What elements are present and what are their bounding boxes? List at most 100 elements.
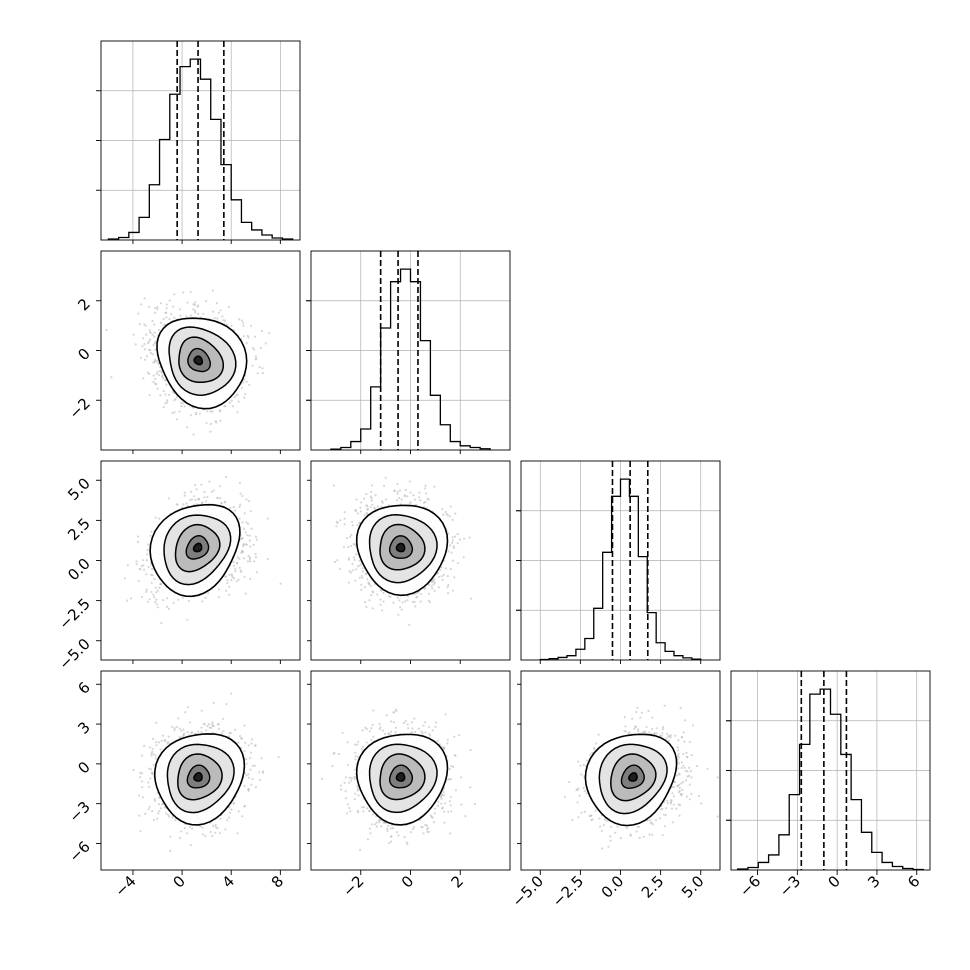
sample-point: [225, 589, 228, 592]
sample-point: [165, 307, 168, 310]
scatter-panel-p0-p3: [100, 670, 301, 871]
sample-point: [355, 498, 358, 501]
sample-point: [150, 581, 153, 584]
sample-point: [145, 355, 149, 358]
sample-point: [248, 558, 251, 561]
sample-point: [186, 301, 189, 304]
sample-point: [211, 410, 214, 413]
sample-point: [190, 490, 193, 493]
sample-point: [173, 399, 176, 402]
sample-point: [468, 536, 471, 539]
sample-point: [123, 577, 126, 580]
sample-point: [441, 508, 444, 511]
sample-point: [232, 560, 235, 564]
sample-point: [141, 796, 144, 799]
sample-point: [152, 344, 155, 347]
sample-point: [414, 605, 417, 608]
sample-point: [261, 371, 265, 375]
sample-point: [363, 586, 366, 589]
sample-point: [201, 600, 204, 603]
sample-point: [238, 481, 241, 485]
sample-point: [154, 306, 157, 310]
sample-point: [194, 301, 197, 304]
sample-point: [427, 498, 430, 501]
sample-point: [380, 505, 383, 508]
sample-point: [153, 331, 157, 334]
panel-content: [132, 692, 280, 853]
sample-point: [161, 374, 164, 377]
sample-point: [164, 393, 167, 396]
sample-point: [217, 588, 220, 591]
sample-point: [149, 349, 152, 352]
sample-point: [241, 494, 244, 498]
sample-point: [156, 589, 159, 592]
histogram-panel-p0: [96, 40, 301, 241]
sample-point: [140, 303, 143, 306]
sample-point: [165, 311, 168, 315]
sample-point: [153, 323, 156, 326]
sample-point: [201, 826, 204, 829]
sample-point: [150, 530, 153, 533]
sample-point: [172, 601, 175, 604]
sample-point: [447, 584, 450, 587]
sample-point: [359, 506, 362, 509]
sample-point: [141, 595, 144, 599]
sample-point: [396, 596, 399, 599]
sample-point: [206, 410, 209, 413]
sample-point: [456, 532, 459, 536]
sample-point: [382, 591, 385, 595]
sample-point: [360, 588, 363, 591]
sample-point: [145, 588, 148, 591]
sample-point: [409, 491, 412, 494]
sample-point: [419, 600, 422, 603]
sample-point: [180, 830, 183, 833]
sample-point: [234, 567, 237, 570]
sample-point: [433, 578, 436, 581]
sample-point: [365, 605, 368, 609]
sample-point: [198, 412, 201, 415]
sample-point: [373, 506, 376, 509]
sample-point: [370, 499, 373, 502]
sample-point: [370, 497, 373, 500]
sample-point: [143, 297, 146, 300]
sample-point: [442, 513, 445, 516]
sample-point: [249, 545, 252, 548]
sample-point: [368, 599, 371, 602]
sample-point: [236, 393, 239, 396]
sample-point: [250, 527, 253, 530]
sample-point: [192, 308, 195, 311]
sample-point: [333, 560, 337, 564]
sample-point: [245, 521, 248, 524]
sample-point: [254, 358, 257, 361]
sample-point: [404, 600, 407, 603]
sample-point: [440, 566, 443, 569]
sample-point: [350, 533, 353, 536]
sample-point: [224, 405, 227, 408]
sample-point: [159, 583, 162, 586]
sample-point: [135, 560, 138, 563]
sample-point: [200, 483, 203, 486]
sample-point: [388, 595, 391, 598]
sample-point: [440, 575, 443, 578]
sample-point: [200, 501, 204, 505]
sample-point: [230, 574, 233, 577]
sample-point: [228, 401, 231, 404]
sample-point: [159, 302, 162, 305]
sample-point: [160, 371, 163, 374]
sample-point: [214, 420, 217, 423]
sample-point: [231, 405, 235, 408]
sample-point: [352, 556, 355, 559]
sample-point: [451, 518, 454, 522]
sample-point: [149, 338, 152, 341]
sample-point: [335, 525, 338, 528]
sample-point: [259, 346, 262, 350]
sample-point: [254, 355, 257, 358]
sample-point: [235, 580, 238, 583]
sample-point: [165, 597, 169, 600]
sample-point: [158, 517, 161, 520]
sample-point: [260, 329, 263, 333]
sample-point: [155, 721, 158, 724]
sample-point: [370, 594, 373, 597]
sample-point: [387, 504, 390, 507]
sample-point: [393, 489, 396, 492]
